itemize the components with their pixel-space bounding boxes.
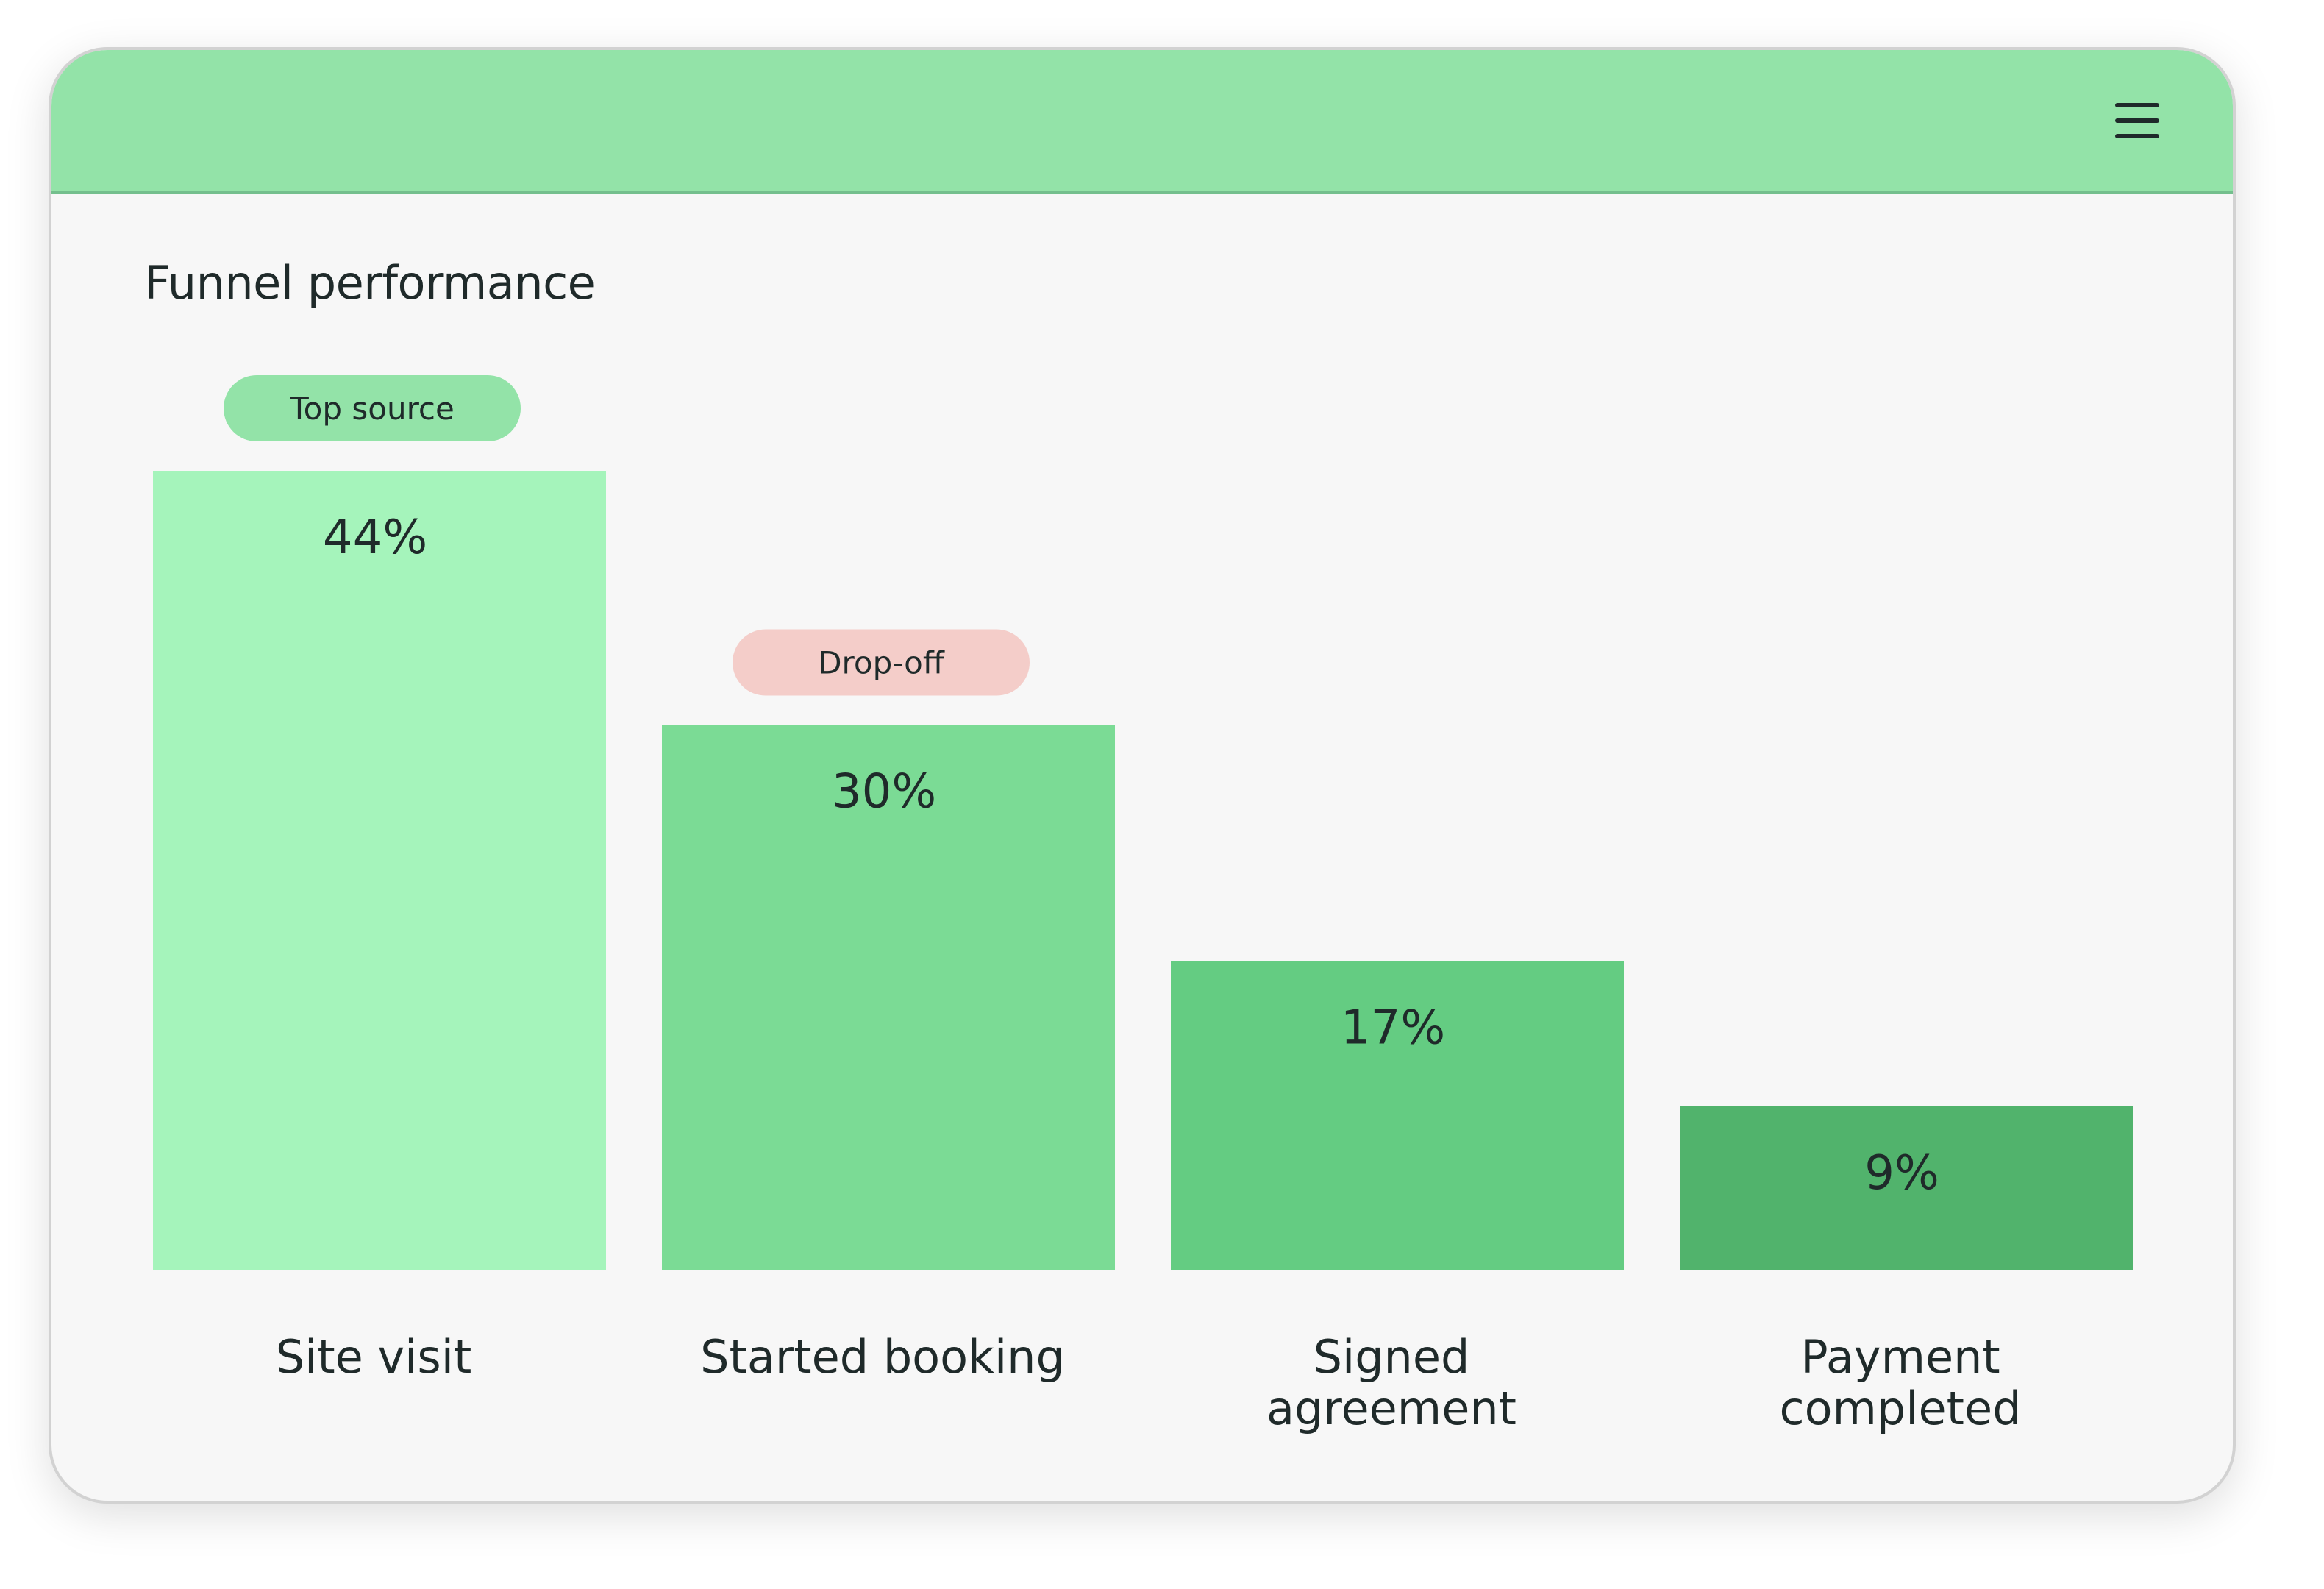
chart-title: Funnel performance — [144, 256, 596, 310]
category-label-signed-agreement: agreement — [1266, 1382, 1516, 1435]
category-label-site-visit: Site visit — [276, 1330, 472, 1384]
funnel-bar-chart: 44% Site visit Top source 30% Started bookin… — [153, 375, 2133, 1435]
bar-value-label-payment-completed: 9% — [1864, 1146, 1939, 1201]
annotation-text-drop-off: Drop-off — [818, 645, 945, 681]
bar-payment-completed[interactable] — [1680, 1106, 2133, 1270]
bar-value-label-started-booking: 30% — [832, 765, 936, 820]
category-label-payment-completed: Payment — [1800, 1330, 2000, 1384]
annotation-badge-drop-off — [733, 629, 1030, 696]
category-label-signed-agreement: Signed — [1314, 1330, 1470, 1384]
category-label-started-booking: Started booking — [700, 1330, 1065, 1384]
bar-site-visit[interactable] — [153, 471, 606, 1270]
bar-started-booking[interactable] — [662, 725, 1115, 1270]
menu-line — [2115, 118, 2159, 123]
app-window: Funnel performance 44% Site visit Top sour… — [49, 47, 2236, 1504]
annotation-text-top-source: Top source — [289, 391, 455, 427]
title-bar — [51, 50, 2233, 194]
menu-line — [2115, 134, 2159, 138]
bar-value-label-site-visit: 44% — [323, 511, 427, 565]
hamburger-menu-icon[interactable] — [2115, 103, 2159, 138]
annotation-badge-top-source — [224, 375, 521, 441]
bar-value-label-signed-agreement: 17% — [1341, 1000, 1445, 1055]
bar-signed-agreement[interactable] — [1171, 961, 1624, 1270]
category-label-payment-completed: completed — [1780, 1382, 2022, 1435]
menu-line — [2115, 103, 2159, 107]
